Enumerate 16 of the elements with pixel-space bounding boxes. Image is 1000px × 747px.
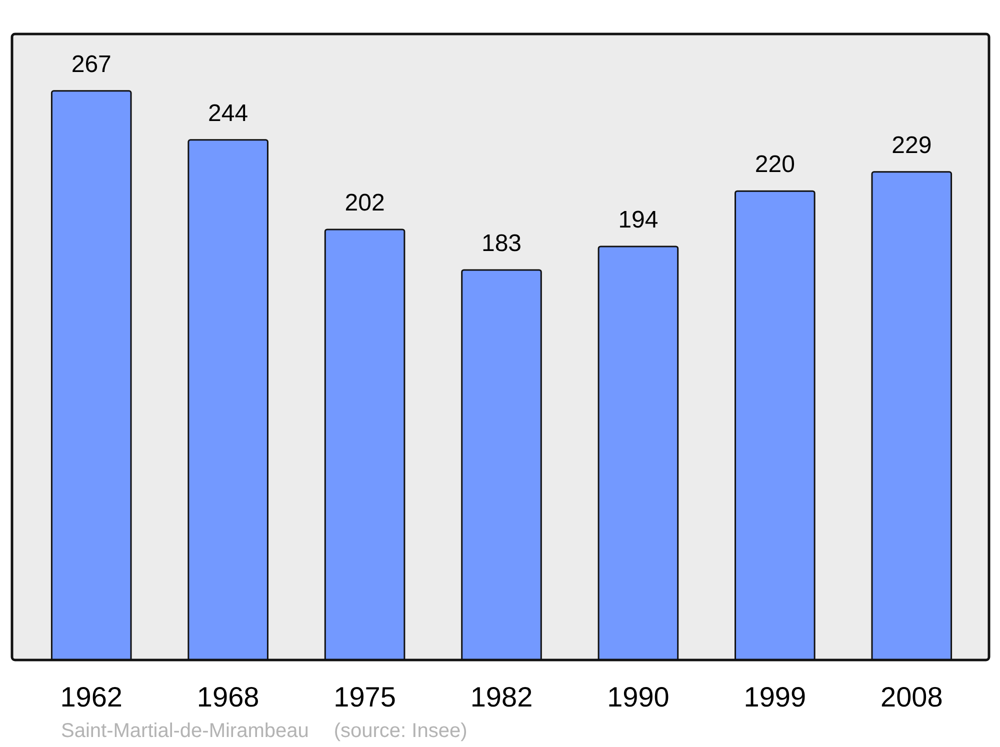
data-label: 202 (344, 189, 385, 216)
text: Saint-Martial-de-Mirambeau (61, 720, 309, 742)
x-tick-label: 1999 (744, 682, 806, 713)
data-label: 229 (892, 132, 932, 159)
x-tick-label: 1968 (196, 682, 260, 713)
data-label: 194 (618, 206, 658, 234)
text: (source: Insee) (334, 720, 468, 742)
x-tick-label: 1982 (470, 682, 533, 713)
data-label: 267 (71, 50, 112, 78)
x-tick-label: 1975 (334, 682, 396, 713)
data-label: 183 (481, 230, 522, 257)
x-tick-label: 1990 (607, 682, 670, 713)
data-label: 244 (208, 100, 248, 127)
x-tick-label: 1962 (60, 682, 123, 713)
data-label: 220 (754, 151, 795, 178)
x-tick-label: 2008 (880, 682, 943, 713)
